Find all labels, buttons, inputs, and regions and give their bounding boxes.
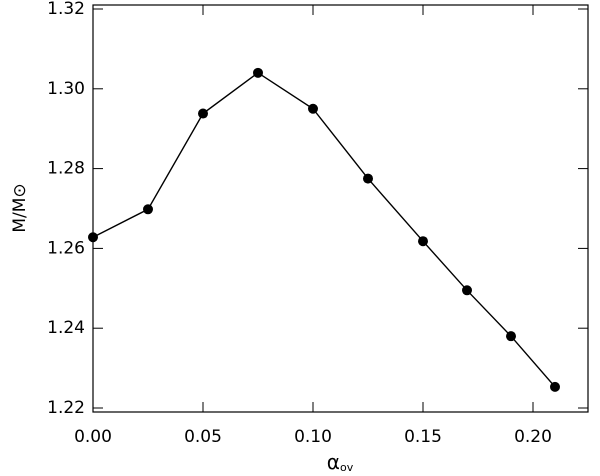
data-point [308,103,318,114]
data-point [253,67,263,78]
y-tick-label: 1.22 [47,398,85,418]
x-tick-label: 0.20 [514,427,552,447]
series-line [92,71,556,388]
y-tick-label: 1.32 [47,0,85,19]
data-point [198,108,208,119]
x-axis-label: αov [327,450,354,475]
x-tick-label: 0.10 [294,427,332,447]
x-tick-label: 0.15 [404,427,442,447]
x-axis-subscript: ov [340,461,354,474]
data-point [462,285,472,296]
x-tick-label: 0.00 [74,427,112,447]
y-tick-label: 1.24 [47,318,85,338]
x-tick-label: 0.05 [184,427,222,447]
data-point [550,381,560,392]
y-tick-label: 1.26 [47,238,85,258]
plot-frame [92,4,589,413]
data-point [88,232,98,243]
data-point [143,204,153,215]
data-point [363,173,373,184]
data-point [506,331,516,342]
y-axis-label: M/M⊙ [10,183,30,232]
data-point [418,236,428,247]
y-tick-label: 1.30 [47,79,85,99]
y-tick-label: 1.28 [47,159,85,179]
x-axis-symbol: α [327,450,340,474]
